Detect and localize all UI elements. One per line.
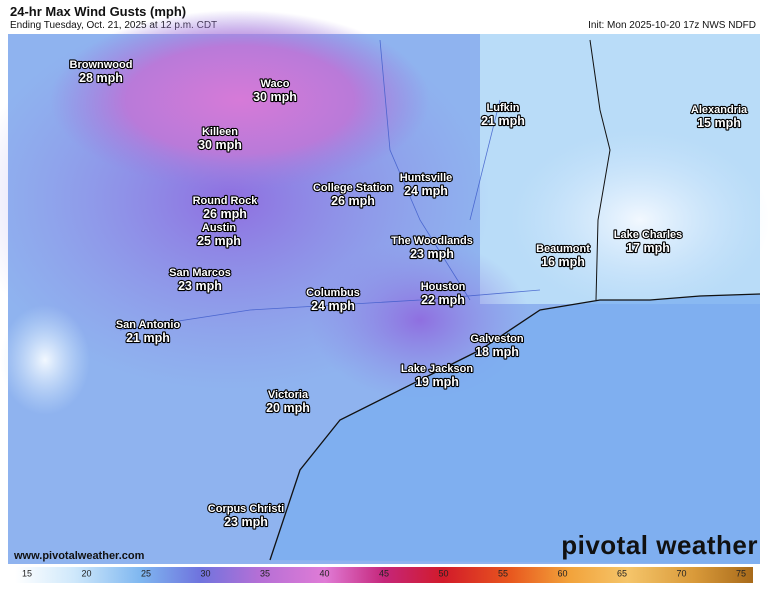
colorbar-tick: 50 (438, 568, 448, 578)
gulf (270, 294, 760, 564)
state-border (589, 39, 611, 301)
city-name: Galveston (470, 333, 523, 345)
city-name: Beaumont (536, 243, 590, 255)
colorbar-tick: 55 (498, 568, 508, 578)
city-name: Corpus Christi (208, 503, 284, 515)
colorbar-tick: 35 (260, 568, 270, 578)
city-name: San Antonio (116, 319, 181, 331)
city-name: Lake Charles (614, 229, 682, 241)
title: 24-hr Max Wind Gusts (mph) (10, 4, 187, 19)
city-name: Alexandria (691, 104, 748, 116)
city-value: 26 mph (203, 207, 247, 221)
colorbar-tick: 30 (200, 568, 210, 578)
light-area (510, 130, 768, 310)
city-value: 24 mph (311, 299, 355, 313)
colorbar-tick: 60 (557, 568, 567, 578)
city-value: 23 mph (178, 279, 222, 293)
city-value: 30 mph (253, 90, 297, 104)
pink-area (50, 10, 430, 190)
city-name: Waco (261, 78, 290, 90)
colorbar-tick: 25 (141, 568, 151, 578)
city-name: San Marcos (169, 267, 231, 279)
city-value: 17 mph (626, 241, 670, 255)
city-value: 19 mph (415, 375, 459, 389)
city-value: 15 mph (697, 116, 741, 130)
city-value: 23 mph (224, 515, 268, 529)
city-name: Lufkin (487, 102, 520, 114)
highways (119, 39, 541, 331)
city-name: Austin (202, 222, 237, 234)
city-value: 24 mph (404, 184, 448, 198)
colorbar-tick: 15 (22, 568, 32, 578)
city-value: 21 mph (126, 331, 170, 345)
colorbar-tick: 20 (81, 568, 91, 578)
city-name: College Station (313, 182, 393, 194)
city-value: 26 mph (331, 194, 375, 208)
colorbar-tick: 40 (319, 568, 329, 578)
logo: pivotal weather (561, 530, 758, 560)
colorbar-tick: 65 (617, 568, 627, 578)
colorbar-tick: 75 (736, 568, 746, 578)
city-value: 28 mph (79, 71, 123, 85)
subtitle: Ending Tuesday, Oct. 21, 2025 at 12 p.m.… (10, 20, 218, 31)
city-name: Round Rock (193, 195, 259, 207)
coastline (269, 293, 761, 561)
city-value: 21 mph (481, 114, 525, 128)
light-area (0, 305, 90, 415)
city-value: 22 mph (421, 293, 465, 307)
city-value: 16 mph (541, 255, 585, 269)
city-name: Brownwood (70, 59, 133, 71)
city-name: The Woodlands (391, 235, 473, 247)
city-value: 23 mph (410, 247, 454, 261)
init-time: Init: Mon 2025-10-20 17z NWS NDFD (588, 20, 756, 31)
city-name: Columbus (306, 287, 360, 299)
city-value: 25 mph (197, 234, 241, 248)
colorbar-tick: 70 (676, 568, 686, 578)
colorbar-tick: 45 (379, 568, 389, 578)
city-name: Victoria (268, 389, 309, 401)
city-name: Huntsville (400, 172, 453, 184)
city-value: 18 mph (475, 345, 519, 359)
city-name: Houston (421, 281, 466, 293)
city-value: 30 mph (198, 138, 242, 152)
city-value: 20 mph (266, 401, 310, 415)
website: www.pivotalweather.com (14, 550, 145, 562)
colorbar (15, 567, 753, 583)
city-name: Killeen (202, 126, 238, 138)
city-name: Lake Jackson (401, 363, 473, 375)
